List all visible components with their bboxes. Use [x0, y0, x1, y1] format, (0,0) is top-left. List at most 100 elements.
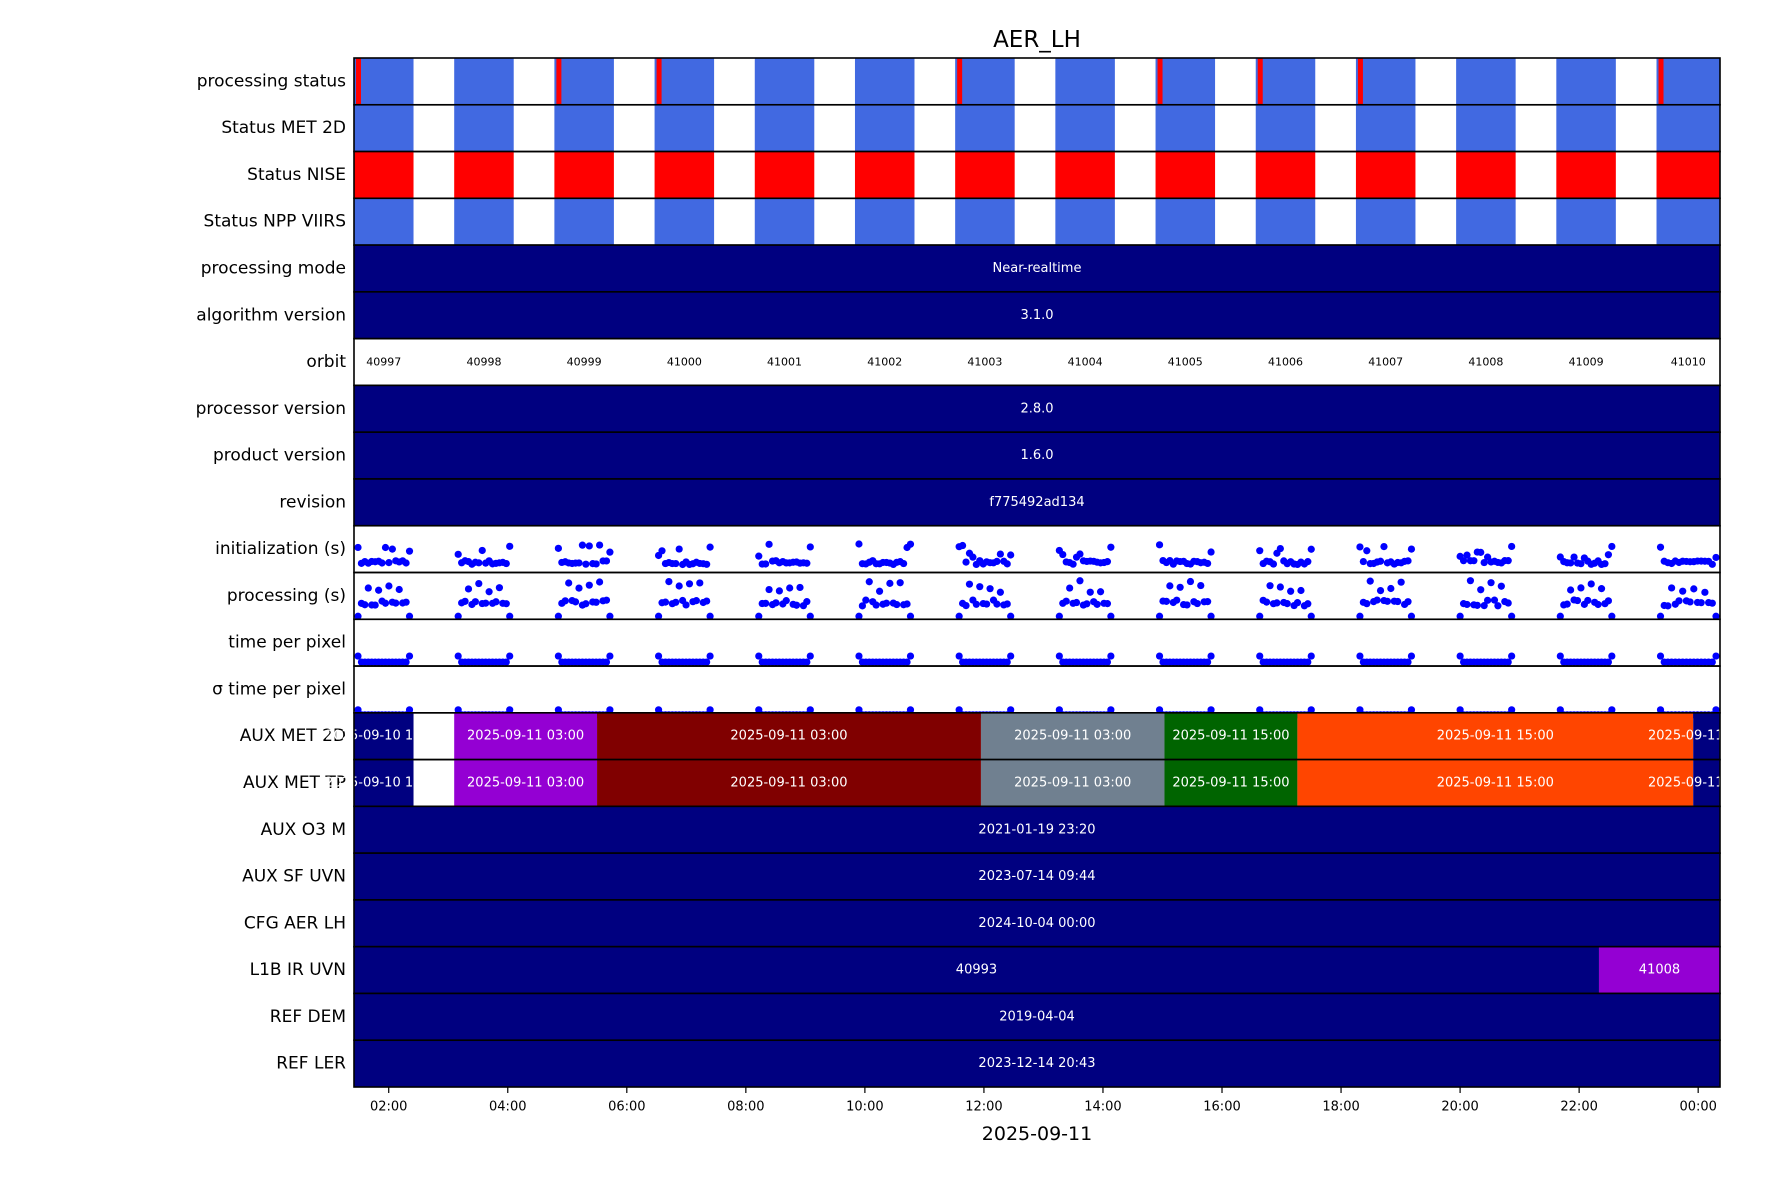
- data-point: [1463, 600, 1471, 609]
- data-point: [1176, 583, 1184, 591]
- data-point: [1363, 547, 1371, 555]
- row-plot: [354, 104, 1720, 152]
- data-point: [495, 584, 504, 592]
- data-point: [1675, 597, 1683, 605]
- data-point: [906, 612, 915, 620]
- row-label: Status NPP VIIRS: [204, 212, 346, 232]
- data-point: [865, 578, 873, 586]
- data-point: [703, 560, 711, 568]
- data-point: [1668, 584, 1676, 592]
- error-mark-40997: [356, 58, 361, 105]
- row-label: Status MET 2D: [221, 118, 346, 138]
- status-bar-41002: [854, 198, 915, 246]
- row-plot: [354, 652, 1720, 666]
- data-point: [996, 588, 1004, 596]
- value-label: 3.1.0: [1020, 308, 1053, 323]
- segment-label-3: 2025-09-11 03:00: [1014, 775, 1131, 790]
- value-label: 2023-07-14 09:44: [978, 869, 1095, 884]
- data-point: [1103, 558, 1112, 566]
- segment-bar-1: [1598, 946, 1720, 994]
- data-point: [1480, 558, 1488, 567]
- data-point: [1487, 579, 1495, 587]
- data-point: [1656, 612, 1665, 620]
- data-point: [906, 540, 915, 548]
- x-tick-label: 00:00: [1679, 1100, 1716, 1115]
- x-tick-label: 06:00: [608, 1100, 645, 1115]
- status-bar-40999: [554, 58, 614, 105]
- data-point: [1712, 553, 1720, 562]
- data-point: [1556, 652, 1564, 660]
- data-point: [381, 543, 390, 552]
- data-point: [762, 599, 770, 607]
- data-point: [1256, 612, 1264, 620]
- value-bar: [354, 478, 1720, 526]
- data-point: [1307, 706, 1315, 714]
- data-point: [1712, 652, 1720, 660]
- data-point: [395, 585, 403, 594]
- data-point: [1107, 543, 1115, 551]
- data-point: [685, 580, 694, 588]
- data-point: [893, 600, 901, 609]
- data-point: [862, 596, 870, 604]
- value-label: Near-realtime: [993, 261, 1082, 276]
- data-point: [654, 652, 663, 660]
- data-point: [1608, 542, 1616, 551]
- segment-label-6: 2025-09-11 15:00: [1648, 775, 1765, 790]
- data-point: [585, 542, 593, 550]
- data-point: [803, 658, 811, 666]
- status-bar-41001: [754, 151, 815, 199]
- data-point: [1204, 559, 1212, 568]
- data-point: [1066, 584, 1074, 592]
- data-point: [1494, 602, 1502, 610]
- status-bar-41000: [654, 58, 715, 105]
- row-label: AUX SF UVN: [242, 867, 346, 887]
- data-point: [506, 706, 514, 714]
- data-point: [1096, 588, 1105, 596]
- data-point: [1484, 596, 1492, 604]
- data-point: [361, 601, 369, 609]
- data-point: [1103, 600, 1112, 608]
- data-point: [554, 612, 562, 620]
- status-bar-41009: [1556, 104, 1616, 152]
- segment-label-5: 2025-09-11 15:00: [1437, 729, 1554, 744]
- data-point: [492, 598, 500, 606]
- data-point: [585, 581, 593, 589]
- data-point: [955, 652, 963, 660]
- error-mark-41007: [1357, 58, 1363, 105]
- row-plot: [354, 198, 1720, 246]
- data-point: [1204, 658, 1212, 666]
- row-ref-ler: REF LER 2023-12-14 20:43: [276, 1039, 1721, 1088]
- data-point: [1690, 585, 1698, 593]
- data-point: [1604, 597, 1613, 605]
- data-point: [1587, 580, 1595, 588]
- data-point: [1356, 652, 1364, 660]
- data-point: [803, 598, 811, 606]
- data-point: [1304, 600, 1312, 608]
- status-bar-41006: [1255, 104, 1316, 152]
- segment-bar-5: [1297, 759, 1694, 807]
- data-point: [696, 579, 704, 587]
- segment-bar-6: [1693, 759, 1720, 807]
- data-point: [354, 652, 362, 660]
- data-point: [1186, 577, 1195, 586]
- row-plot: 2019-04-04: [354, 993, 1720, 1041]
- data-point: [506, 542, 514, 550]
- data-point: [582, 560, 590, 568]
- data-point: [554, 544, 562, 552]
- data-point: [1508, 612, 1516, 620]
- data-point: [706, 652, 714, 660]
- data-point: [1166, 582, 1174, 590]
- value-label: 1.6.0: [1020, 448, 1053, 463]
- status-bar-40997: [354, 58, 414, 105]
- value-label: 2021-01-19 23:20: [978, 822, 1095, 837]
- value-bar: [354, 993, 1720, 1041]
- status-bar-41001: [754, 58, 815, 105]
- row-label: revision: [279, 492, 346, 512]
- status-bar-41003: [955, 151, 1015, 199]
- data-point: [592, 598, 600, 606]
- data-point: [1556, 612, 1564, 620]
- row-l1b-ir-uvn: L1B IR UVN 40993 41008: [250, 945, 1721, 995]
- data-point: [1504, 557, 1512, 565]
- data-point: [775, 587, 783, 595]
- segment-bar-3: [980, 712, 1165, 760]
